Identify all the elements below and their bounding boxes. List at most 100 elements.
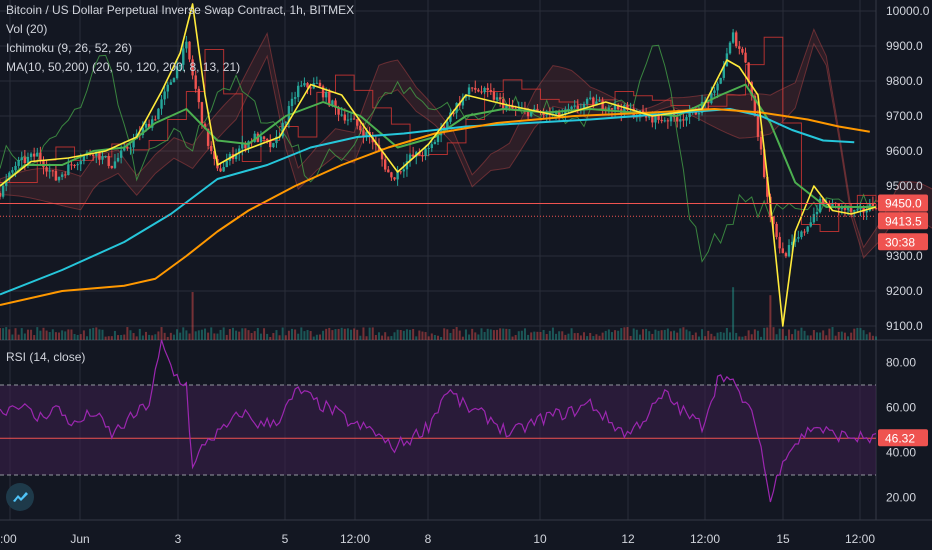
- candle-body: [787, 245, 791, 257]
- volume-bar: [228, 329, 231, 340]
- candle-body: [766, 177, 769, 197]
- candle-body: [735, 32, 738, 47]
- candle-body: [213, 151, 216, 159]
- second-price-tag: 9413.5: [885, 214, 922, 228]
- volume-bar: [753, 329, 756, 340]
- volume-bar: [589, 332, 592, 340]
- candle-body: [800, 231, 803, 238]
- candle-body: [865, 210, 868, 213]
- volume-bar: [620, 328, 623, 340]
- volume-bar: [483, 332, 486, 340]
- volume-bar: [291, 328, 293, 340]
- candle-body: [60, 174, 64, 177]
- volume-bar: [446, 329, 449, 340]
- volume-bar: [89, 328, 92, 340]
- volume-bar: [666, 328, 669, 340]
- candle-body: [582, 103, 586, 109]
- candle-body: [713, 90, 716, 93]
- last-price-tag-bg: [878, 194, 928, 212]
- volume-bar: [760, 336, 763, 340]
- countdown-tag: 30:38: [885, 235, 915, 249]
- rsi-indicator-label[interactable]: RSI (14, close): [6, 350, 86, 364]
- candle-body: [477, 89, 480, 92]
- volume-bar: [110, 336, 113, 340]
- candle-body: [598, 100, 601, 102]
- volume-bar: [775, 334, 778, 340]
- ichimoku-indicator-label[interactable]: Ichimoku (9, 26, 52, 26): [6, 41, 133, 55]
- volume-bar: [744, 335, 747, 340]
- last-price-tag: 9450.0: [885, 197, 922, 211]
- volume-bar: [92, 327, 95, 340]
- volume-bar: [107, 336, 110, 340]
- volume-bar: [222, 327, 225, 340]
- candle-body: [14, 165, 17, 171]
- logo-icon[interactable]: [6, 483, 34, 511]
- volume-bar: [732, 287, 735, 340]
- candle-body: [738, 46, 741, 49]
- candle-body: [151, 119, 154, 128]
- volume-bar: [859, 328, 862, 340]
- time-axis-tick: 10: [533, 532, 547, 546]
- volume-bar: [570, 328, 573, 340]
- volume-bar: [322, 330, 325, 340]
- time-axis-tick: 12:00: [845, 532, 875, 546]
- time-axis-tick: 15: [776, 532, 790, 546]
- candle-body: [194, 75, 197, 89]
- candle-body: [610, 108, 614, 110]
- volume-bar: [853, 328, 856, 340]
- candle-body: [284, 121, 287, 123]
- volume-bar: [685, 329, 688, 340]
- volume-bar: [2, 328, 5, 340]
- volume-bar: [33, 335, 36, 340]
- volume-bar: [275, 330, 278, 340]
- volume-bar: [213, 333, 216, 340]
- candle-body: [26, 156, 30, 164]
- candle-body: [424, 148, 427, 156]
- volume-bar: [607, 329, 610, 340]
- candle-body: [290, 98, 294, 107]
- volume-bar: [346, 328, 349, 340]
- rsi-axis-tick: 40.00: [886, 446, 916, 460]
- volume-bar: [250, 333, 253, 340]
- volume-bar: [5, 327, 8, 340]
- volume-bar: [368, 327, 371, 340]
- ma-indicator-label[interactable]: MA(10, 50,200) (20, 50, 120, 200, 8, 13,…: [6, 60, 241, 74]
- volume-bar: [694, 332, 697, 340]
- volume-bar: [654, 329, 657, 340]
- volume-bar: [868, 332, 871, 340]
- volume-bar: [353, 328, 356, 340]
- candle-body: [23, 157, 27, 164]
- candle-body: [843, 206, 847, 210]
- candle-body: [418, 152, 421, 156]
- volume-bar: [464, 329, 467, 340]
- vol-indicator-label[interactable]: Vol (20): [6, 22, 48, 36]
- candle-body: [728, 42, 732, 54]
- candle-body: [36, 152, 39, 157]
- volume-bar: [253, 331, 256, 340]
- volume-bar: [660, 330, 663, 340]
- volume-bar: [61, 330, 64, 340]
- volume-bar: [98, 329, 101, 340]
- rsi-axis-tick: 80.00: [886, 356, 916, 370]
- volume-bar: [716, 332, 719, 340]
- volume-bar: [850, 332, 853, 340]
- volume-bar: [300, 327, 303, 340]
- volume-bar: [527, 334, 530, 340]
- candle-body: [794, 238, 797, 242]
- candle-body: [601, 100, 604, 110]
- volume-bar: [269, 336, 272, 340]
- volume-bar: [194, 331, 197, 340]
- candle-body: [32, 153, 36, 157]
- volume-bar: [558, 331, 561, 340]
- volume-bar: [350, 329, 353, 340]
- candle-body: [303, 83, 306, 86]
- candle-body: [104, 156, 107, 158]
- candle-body: [219, 168, 222, 172]
- candle-body: [234, 153, 238, 160]
- volume-bar: [452, 329, 455, 340]
- volume-bar: [244, 328, 247, 340]
- volume-bar: [828, 328, 831, 340]
- candle-body: [200, 102, 204, 124]
